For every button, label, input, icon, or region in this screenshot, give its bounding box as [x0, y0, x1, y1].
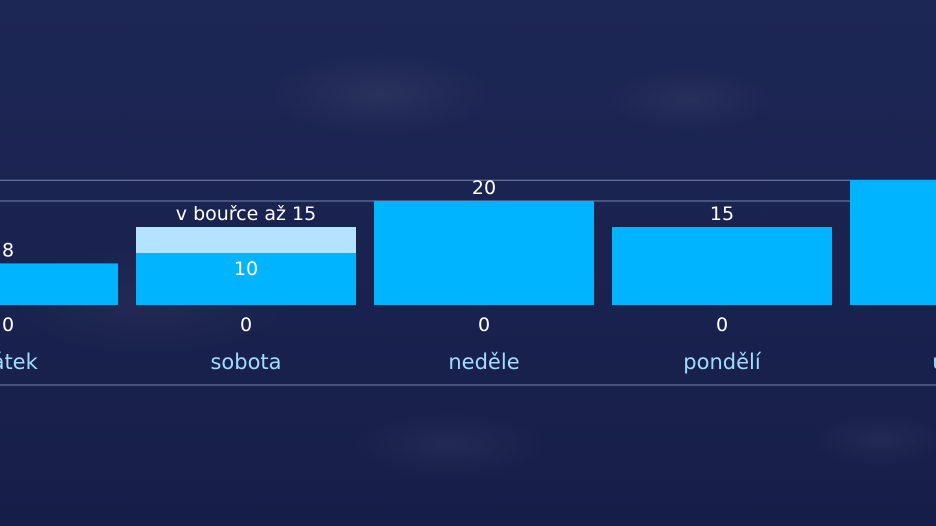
gust-label: v bouřce až 15: [176, 203, 316, 225]
bar-4: [850, 180, 936, 305]
category-label-2: neděle: [448, 350, 519, 374]
bottom-value-1: 0: [240, 314, 252, 336]
category-label-1: sobota: [210, 350, 281, 374]
bar-0: [0, 263, 118, 305]
bottom-value-3: 0: [716, 314, 728, 336]
category-label-0: pátek: [0, 350, 39, 374]
value-label-0: 8: [2, 239, 14, 261]
gust-bar-1: [136, 227, 356, 253]
category-label-4: úterý: [932, 350, 936, 374]
category-label-3: pondělí: [683, 350, 762, 374]
value-label-1: 10: [234, 258, 258, 280]
value-label-2: 20: [472, 177, 496, 199]
value-label-3: 15: [710, 203, 734, 225]
bar-3: [612, 227, 832, 305]
bottom-value-2: 0: [478, 314, 490, 336]
bottom-value-0: 0: [2, 314, 14, 336]
bar-1: [136, 253, 356, 305]
bar-2: [374, 201, 594, 305]
